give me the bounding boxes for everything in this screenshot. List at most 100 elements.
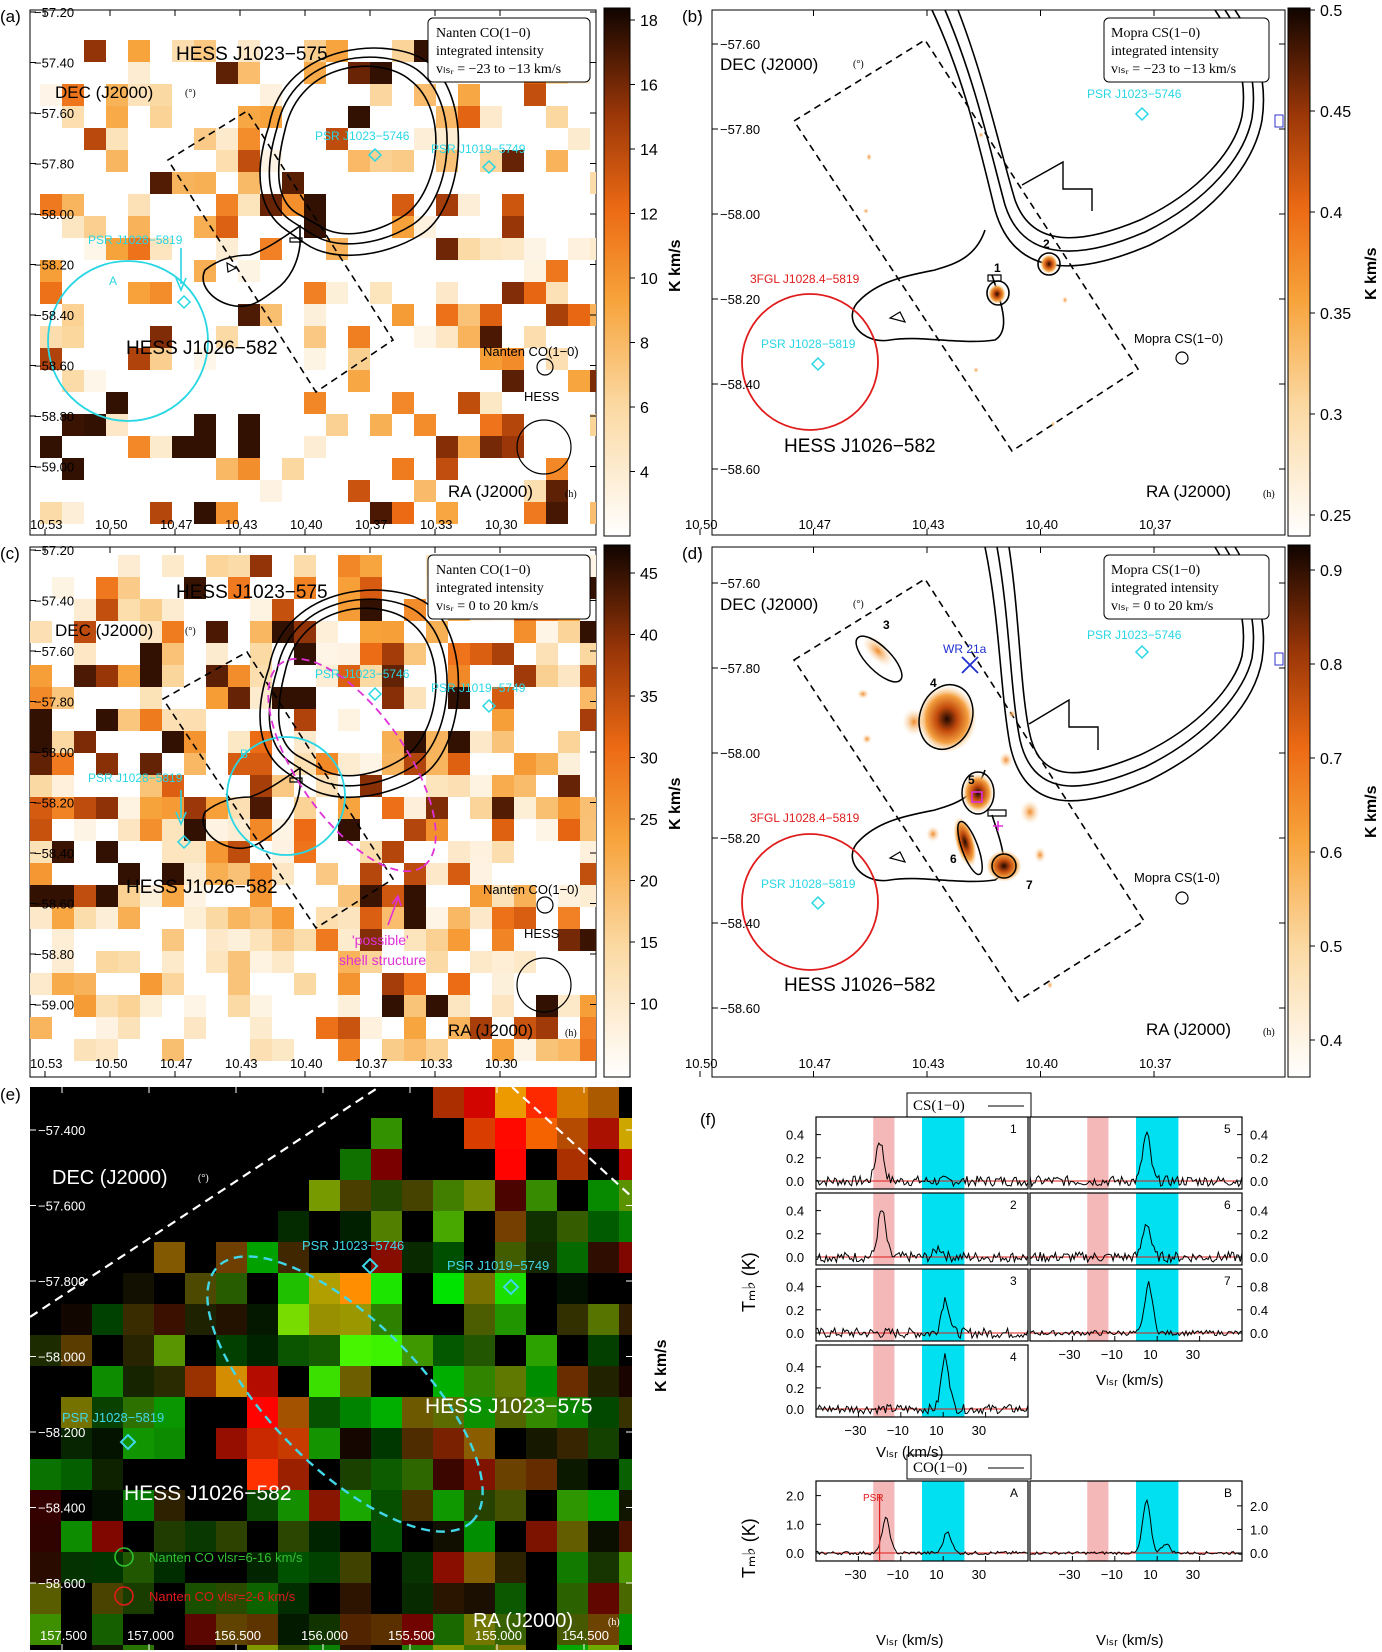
velocity-band-cyan [922,1193,965,1265]
map-pixel [558,819,580,841]
map-pixel [118,555,140,577]
map-pixel [340,1614,371,1645]
map-pixel [74,621,96,643]
map-pixel [118,819,140,841]
map-pixel [448,643,470,665]
spectrum-line [1029,1281,1243,1337]
map-pixel [194,502,216,524]
map-pixel [436,502,458,524]
map-pixel [458,326,480,348]
co-legend: CO(1−0) [913,1460,967,1476]
map-pixel [123,1335,154,1366]
map-pixel [294,797,316,819]
clump-label: 2 [1043,237,1050,251]
map-pixel [348,370,370,392]
map-pixel [61,1304,92,1335]
map-pixel [524,238,546,260]
map-pixel [492,797,514,819]
map-pixel [495,1118,526,1149]
map-pixel [492,775,514,797]
map-pixel [162,973,184,995]
y-tick-label: −58.00 [34,745,74,760]
map-pixel [464,1614,495,1645]
map-pixel [172,172,194,194]
velocity-band-pink [873,1345,895,1417]
map-pixel [272,687,294,709]
spectrum-frame [1029,1480,1243,1562]
map-pixel [185,1366,216,1397]
map-pixel [247,1459,278,1490]
map-pixel [216,62,238,84]
map-pixel [150,282,172,304]
map-pixel [404,819,426,841]
map-pixel [61,1335,92,1366]
map-pixel [557,1149,588,1180]
cbar-tick-label: 0.6 [1320,845,1342,862]
map-pixel [162,621,184,643]
cbar-tick-label: 6 [640,400,649,417]
y-tick-label: −57.80 [720,122,760,137]
panel-e: PSR J1023−5746 PSR J1019−5749 PSR J1028−… [0,1085,670,1650]
map-pixel [492,1039,514,1061]
map-pixel [309,1366,340,1397]
map-pixel [62,370,84,392]
map-pixel [216,1304,247,1335]
map-pixel [294,643,316,665]
spectrum-id: 2 [1010,1198,1017,1212]
y-tick-label: 1.0 [786,1517,804,1532]
x-tick-label: 30 [1186,1567,1200,1582]
svg-text:(h): (h) [608,1617,620,1628]
map-pixel [316,775,338,797]
map-pixel [106,414,128,436]
map-pixel [326,40,348,62]
map-pixel [250,995,272,1017]
map-pixel [480,326,502,348]
x-tick-label: 10 [1143,1347,1157,1362]
beam-label: Nanten CO(1−0) [483,344,579,359]
cbar-tick-label: 25 [640,812,658,829]
map-pixel [426,863,448,885]
map-pixel [309,1428,340,1459]
map-pixel [433,1335,464,1366]
map-pixel [185,1521,216,1552]
map-pixel [464,1273,495,1304]
svg-text:K km/s: K km/s [1363,785,1380,838]
map-pixel [238,128,260,150]
map-pixel [216,502,238,524]
map-pixel [433,1645,464,1650]
map-pixel [118,797,140,819]
map-pixel [404,1039,426,1061]
map-pixel [206,863,228,885]
x-tick-label: 10.37 [1139,517,1172,532]
pulsar-marker [367,147,383,163]
cbar-tick-label: 0.5 [1320,939,1342,956]
map-pixel [546,260,568,282]
y-tick-label: −58.40 [720,916,760,931]
map-pixel [404,907,426,929]
velocity-band-pink [1087,1269,1109,1341]
map-pixel [414,216,436,238]
map-pixel [278,1428,309,1459]
x-tick-label: 10.50 [95,517,128,532]
y-tick-label: 0.0 [1250,1250,1268,1265]
map-pixel [338,643,360,665]
pulsar-label: PSR J1019−5749 [431,142,526,156]
map-pixel [382,621,404,643]
map-pixel [371,1521,402,1552]
cbar-tick-label: 40 [640,628,658,645]
map-pixel [162,1039,184,1061]
panel-b: 1 2 3FGL J1028.4−5819 PSR J1028−5819 PSR… [682,7,1286,536]
map-pixel [194,172,216,194]
map-pixel [206,643,228,665]
map-pixel [74,1039,96,1061]
map-pixel [282,458,304,480]
map-pixel [96,907,118,929]
map-pixel [371,1459,402,1490]
map-pixel [52,753,74,775]
y-tick-label: 0.0 [786,1250,804,1265]
svg-text:Nanten CO(1−0): Nanten CO(1−0) [436,26,531,41]
map-pixel [514,775,536,797]
map-pixel [495,1397,526,1428]
map-pixel [568,238,590,260]
map-pixel [74,599,96,621]
